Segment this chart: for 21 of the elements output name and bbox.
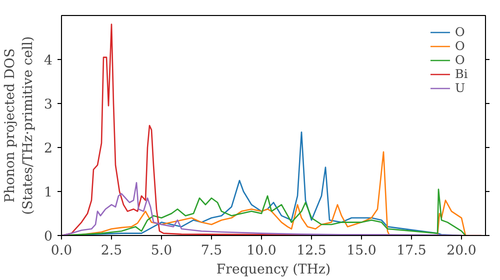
x-tick-label: 10.0: [246, 244, 276, 258]
legend-label: U: [455, 81, 466, 95]
x-tick-label: 17.5: [396, 244, 426, 258]
x-tick-label: 2.5: [100, 244, 122, 258]
legend-label: Bi: [455, 67, 469, 81]
y-tick-label: 4: [44, 54, 53, 68]
x-tick-label: 5.0: [150, 244, 172, 258]
legend-label: O: [455, 39, 466, 53]
x-tick-label: 0.0: [50, 244, 72, 258]
y-tick-label: 3: [44, 98, 53, 112]
legend-label: O: [455, 53, 466, 67]
x-axis-title: Frequency (THz): [216, 262, 331, 278]
x-tick-label: 12.5: [296, 244, 326, 258]
x-tick-label: 20.0: [446, 244, 476, 258]
y-tick-label: 2: [44, 142, 53, 156]
y-axis-title: Phonon projected DOS (States/THz·primitive cell): [3, 36, 36, 215]
y-tick-label: 1: [44, 186, 53, 200]
y-tick-label: 0: [44, 230, 53, 244]
x-tick-label: 15.0: [346, 244, 376, 258]
x-tick-label: 7.5: [200, 244, 222, 258]
legend-label: O: [455, 25, 466, 39]
